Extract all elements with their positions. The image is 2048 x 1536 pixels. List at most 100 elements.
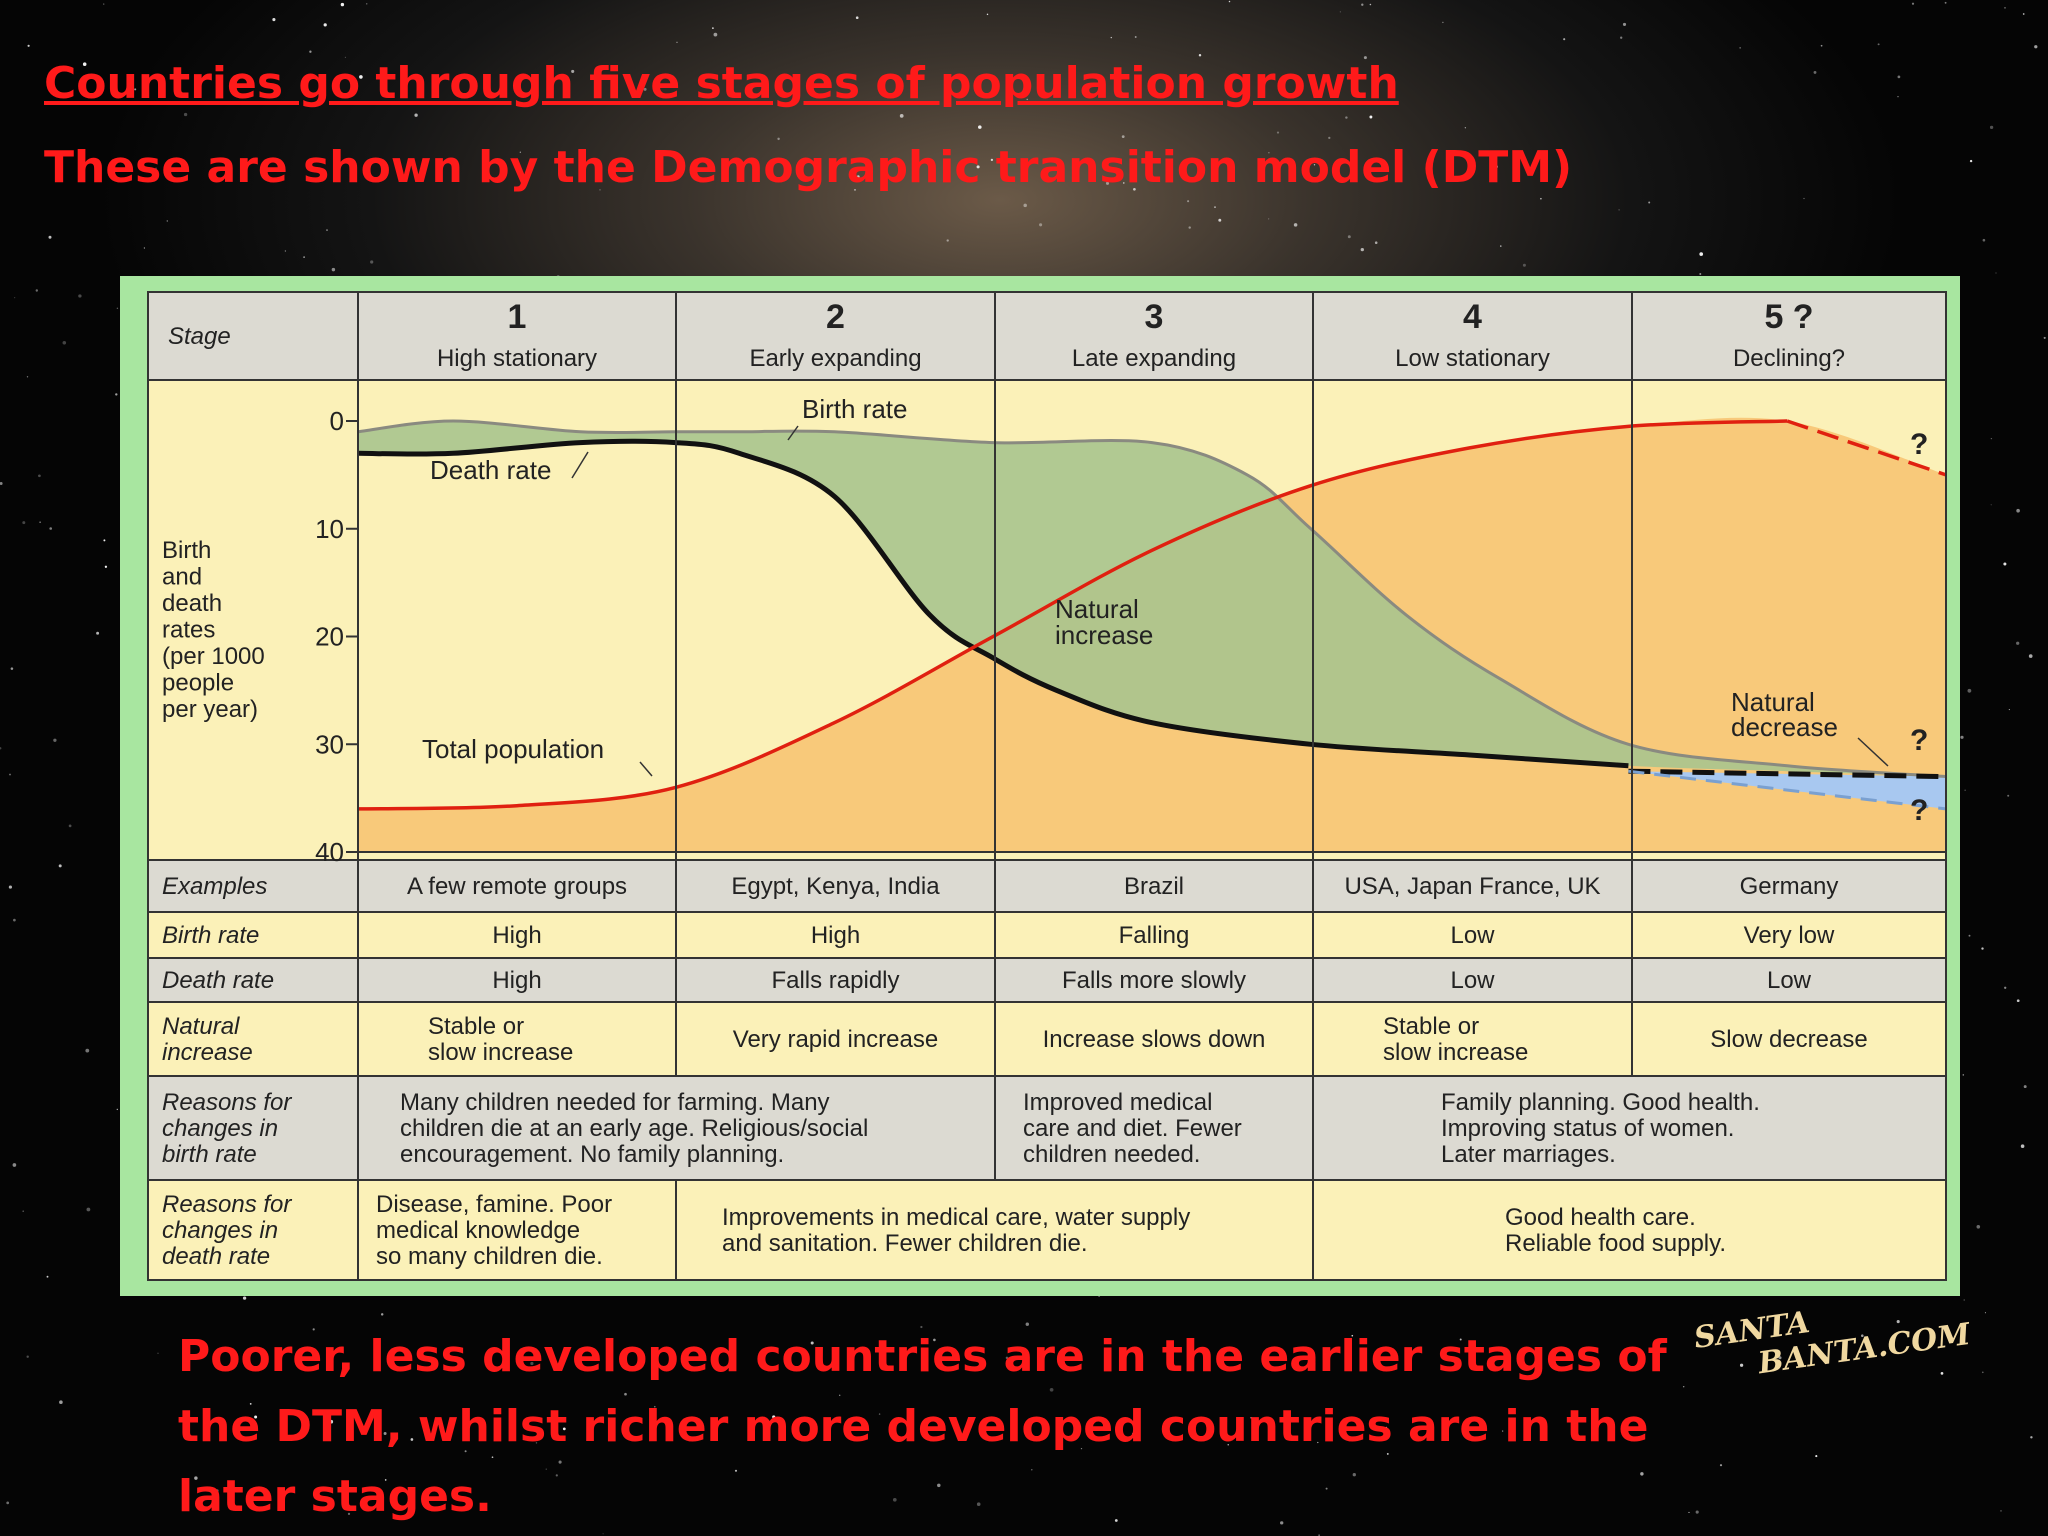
star [1969,159,1973,163]
star [1815,1455,1818,1458]
star [1820,44,1823,47]
stage-name: Low stationary [1395,345,1550,372]
star [1990,504,1992,506]
star [1369,115,1373,119]
star [272,18,276,22]
star [879,102,882,104]
star [1039,223,1043,227]
star [1699,252,1704,256]
star [242,1296,247,1300]
natural-increase-label: increase [1055,620,1153,650]
star [990,158,994,162]
slide-subtitle: These are shown by the Demographic trans… [44,142,1573,193]
table-cell-text: Improved medical [1023,1089,1212,1116]
star [1989,125,1994,130]
star [1023,203,1027,208]
star [254,1415,258,1419]
row-label: Reasons for [162,1191,292,1218]
star [2000,1510,2002,1512]
star [464,1450,467,1453]
star [986,13,989,16]
star [13,918,16,922]
star [2003,562,2007,566]
star [1239,1364,1241,1366]
star [1944,1,1947,4]
row-label: death rate [162,1243,270,1270]
star [326,229,328,232]
row-label: changes in [162,1217,278,1244]
star [134,88,137,91]
star [654,1405,656,1408]
star [249,1403,252,1405]
star [1897,75,1901,79]
star [1080,1447,1083,1450]
star [155,167,157,170]
star [2008,709,2010,711]
star [856,175,860,178]
birth-rate-question-mark: ? [1910,794,1928,827]
star [1114,1519,1118,1522]
star [920,1325,923,1329]
star [1351,1334,1354,1337]
star [323,23,327,27]
y-axis-label: people [162,670,234,697]
demographic-transition-model-diagram: Stage 1 High stationary 2 Early expanding 3 La… [120,276,1960,1296]
stage-number: 4 [1463,298,1482,336]
star [1361,3,1364,6]
star [331,267,336,272]
star [1121,135,1125,139]
star [1188,226,1191,229]
star [1385,1426,1388,1429]
star [1049,1387,1054,1392]
star [26,1355,29,1358]
star [1276,131,1280,134]
table-cell-text: Brazil [1124,873,1184,900]
star [1982,238,1986,242]
stage-name: Early expanding [749,345,921,372]
star [1123,182,1125,184]
star [777,137,780,141]
table-cell-text: Later marriages. [1441,1141,1616,1168]
star [1132,1432,1136,1436]
table-cell-text: High [492,922,541,949]
star [1877,43,1880,46]
star [2023,1085,2027,1089]
star [46,1275,49,1278]
table-cell-text: Improvements in medical care, water supp… [722,1204,1190,1231]
y-axis-label: and [162,564,202,591]
star [1688,1511,1690,1513]
table-cell-text: High [492,967,541,994]
total-population-leader [639,761,653,777]
star [380,1313,384,1316]
diagram-frame [147,291,1947,1281]
table-cell-text: Improving status of women. [1441,1115,1734,1142]
star [1620,36,1623,39]
star [96,631,100,635]
star [562,1427,566,1431]
star [1618,209,1620,211]
star [1896,1320,1900,1324]
table-cell-text: Slow decrease [1710,1026,1867,1053]
star [359,75,363,79]
natural-increase-area [358,421,1946,777]
birth-rate-line [357,419,1947,779]
star [1110,36,1113,39]
y-tick-label: 10 [315,514,344,544]
star [1328,136,1331,140]
natural-increase-label: Natural [1055,594,1139,624]
table-cell-text: and sanitation. Fewer children die. [722,1230,1088,1257]
natural-decrease-label: decrease [1731,712,1838,742]
star [14,297,16,299]
star [284,250,287,252]
star [1386,1452,1389,1455]
table-cell-text: slow increase [1383,1039,1528,1066]
star [1500,245,1502,247]
table-cell-text: Egypt, Kenya, India [731,873,940,900]
stage-name: Declining? [1733,345,1845,372]
star [1981,1371,1984,1374]
star [976,1502,981,1506]
star [9,773,11,776]
star [370,260,374,264]
star [1198,53,1202,57]
star [1963,1299,1965,1301]
